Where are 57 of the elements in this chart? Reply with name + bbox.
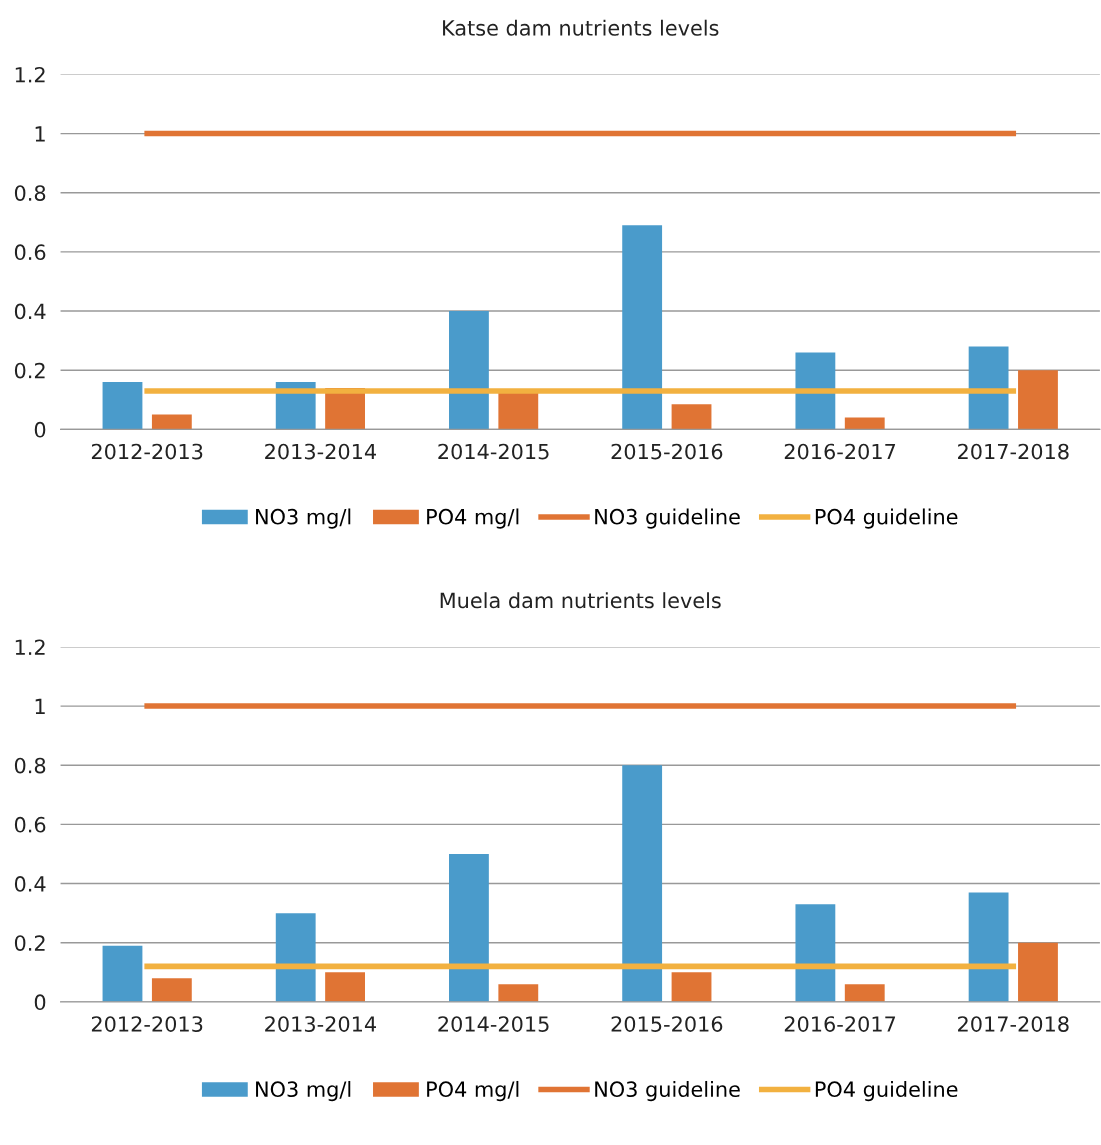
- x-tick-label: 2016-2017: [784, 1016, 896, 1032]
- legend-label: PO4 guideline: [815, 508, 958, 529]
- bar: [671, 972, 712, 1002]
- legend-label: NO3 guideline: [595, 1080, 740, 1102]
- bar: [795, 352, 836, 430]
- y-tick-label: 0.2: [14, 362, 45, 379]
- bar: [151, 978, 192, 1002]
- legend-label: PO4 mg/l: [427, 508, 519, 529]
- bar: [102, 945, 143, 1002]
- bar: [275, 913, 316, 1002]
- y-tick-label: 0: [34, 994, 46, 1011]
- x-tick-label: 2017-2018: [958, 1016, 1069, 1032]
- y-tick-label: 1.2: [15, 66, 45, 83]
- bar: [622, 765, 663, 1002]
- bar: [968, 346, 1009, 430]
- legend-label: NO3 mg/l: [256, 508, 351, 529]
- y-tick-label: 0.2: [14, 935, 45, 951]
- bar: [844, 417, 885, 430]
- legend-label: PO4 mg/l: [427, 1080, 519, 1102]
- y-tick-label: 0.4: [14, 876, 46, 892]
- x-tick-label: 2016-2017: [784, 443, 896, 460]
- bar: [622, 225, 663, 430]
- bar: [151, 414, 192, 430]
- y-tick-label: 1.2: [15, 639, 45, 655]
- y-tick-label: 1: [35, 698, 45, 714]
- y-tick-label: 0.8: [14, 185, 46, 201]
- legend-label: PO4 guideline: [815, 1080, 958, 1102]
- bar: [968, 892, 1009, 1002]
- bar: [1018, 942, 1058, 1002]
- bar: [102, 382, 143, 430]
- chart-title: Katse dam nutrients levels: [443, 19, 719, 36]
- y-tick-label: 0.8: [14, 757, 46, 774]
- y-tick-label: 0.6: [14, 244, 46, 261]
- bar: [449, 853, 489, 1002]
- x-tick-label: 2013-2014: [265, 443, 376, 460]
- chart-title: Muela dam nutrients levels: [440, 592, 721, 609]
- x-tick-label: 2012-2013: [91, 443, 203, 460]
- y-tick-label: 0.6: [14, 816, 46, 833]
- bar: [498, 984, 539, 1002]
- legend-label: NO3 guideline: [595, 508, 740, 529]
- x-tick-label: 2015-2016: [611, 1016, 723, 1032]
- bar: [449, 311, 489, 430]
- y-tick-label: 0: [34, 421, 46, 438]
- bar: [671, 404, 712, 430]
- bar: [795, 904, 836, 1002]
- bar: [844, 984, 885, 1002]
- x-tick-label: 2017-2018: [958, 443, 1069, 460]
- x-tick-label: 2013-2014: [265, 1016, 376, 1032]
- x-tick-label: 2014-2015: [438, 1016, 549, 1032]
- bar: [325, 972, 365, 1002]
- y-tick-label: 0.4: [14, 303, 46, 320]
- bar: [1018, 370, 1058, 430]
- y-tick-label: 1: [35, 126, 45, 142]
- legend-label: NO3 mg/l: [256, 1080, 351, 1102]
- x-tick-label: 2015-2016: [611, 443, 723, 460]
- x-tick-label: 2012-2013: [91, 1016, 203, 1032]
- x-tick-label: 2014-2015: [438, 443, 549, 460]
